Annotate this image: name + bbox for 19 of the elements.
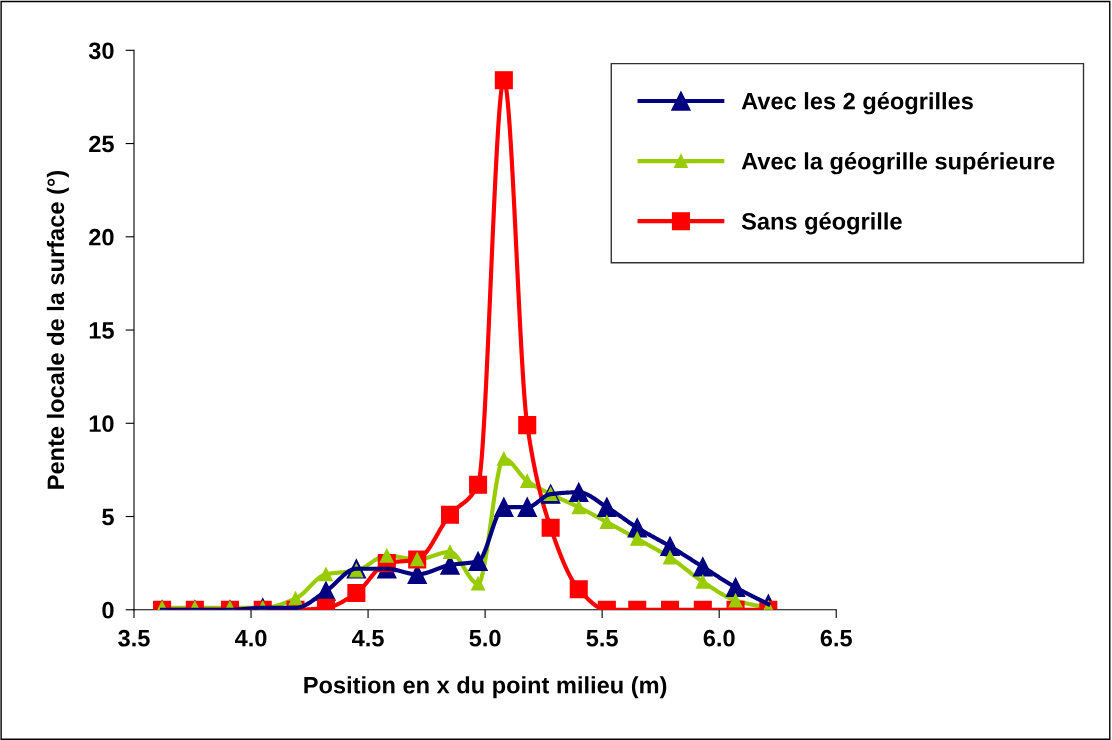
x-tick-label: 6.0 (703, 629, 735, 647)
y-tick-label: 25 (89, 135, 114, 153)
legend-label: Avec la géogrille supérieure (741, 152, 1055, 175)
y-axis-title: Pente locale de la surface (°) (46, 170, 69, 489)
x-tick-label: 5.0 (469, 629, 501, 647)
x-tick-label: 3.5 (118, 629, 150, 647)
y-tick-label: 30 (88, 42, 114, 60)
y-tick-label: 0 (102, 601, 114, 619)
legend-label: Avec les 2 géogrilles (741, 91, 973, 115)
legend-label: Sans géogrille (741, 212, 902, 235)
x-tick-label: 4.5 (352, 630, 384, 647)
y-tick-label: 15 (89, 322, 114, 339)
y-tick-label: 10 (89, 415, 114, 433)
x-tick-label: 6.5 (820, 629, 852, 647)
x-tick-label: 4.0 (234, 629, 267, 647)
x-axis-title: Position en x du point milieu (m) (304, 676, 667, 699)
x-tick-label: 5.5 (586, 630, 618, 647)
y-tick-label: 5 (102, 508, 114, 526)
y-tick-label: 20 (89, 228, 114, 246)
